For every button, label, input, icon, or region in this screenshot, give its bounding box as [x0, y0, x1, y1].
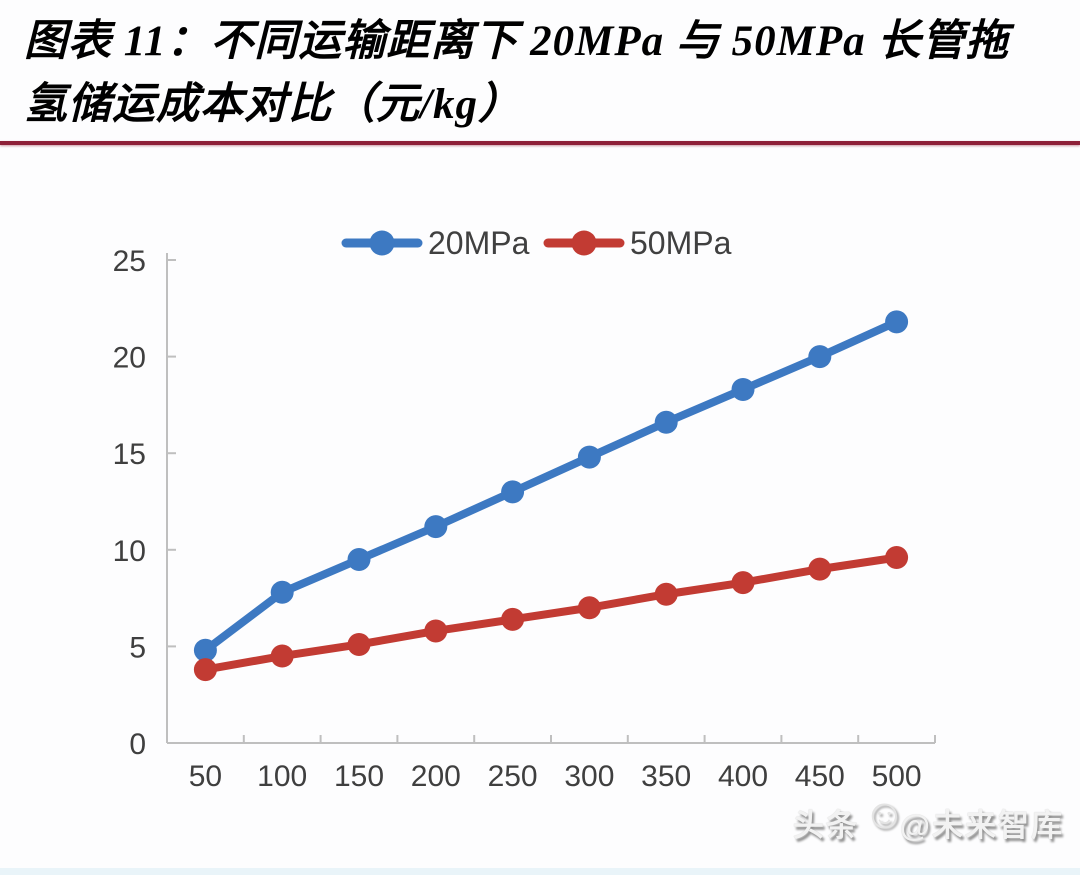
x-tick-label: 250 [488, 760, 538, 793]
watermark-prefix: 头条 [792, 808, 859, 843]
y-tick-label: 5 [129, 631, 146, 664]
y-tick-label: 15 [113, 438, 146, 471]
title-divider [0, 141, 1080, 145]
y-tick-label: 20 [113, 342, 146, 375]
x-tick-label: 500 [872, 760, 922, 793]
x-tick-label: 450 [795, 760, 845, 793]
data-point-50MPa-300 [577, 596, 601, 620]
chart-area: 0 5 10 15 20 25 50 100 150 200 250 300 350 400 450 500 2… [0, 145, 1080, 868]
bottom-strip [0, 868, 1080, 875]
figure-title-line1: 图表 11：不同运输距离下 20MPa 与 50MPa 长管拖 [24, 18, 1010, 65]
data-point-20MPa-250 [501, 480, 525, 504]
data-point-50MPa-200 [424, 619, 448, 643]
y-tick-label: 25 [113, 245, 146, 278]
x-tick-label: 350 [641, 760, 691, 793]
data-point-20MPa-500 [885, 310, 909, 334]
data-point-50MPa-50 [193, 658, 217, 682]
legend-marker-50MPa [571, 230, 597, 256]
legend-marker-20MPa [369, 230, 395, 256]
data-point-50MPa-250 [501, 607, 525, 631]
figure-header: 图表 11：不同运输距离下 20MPa 与 50MPa 长管拖 氢储运成本对比（… [0, 0, 1080, 141]
data-point-20MPa-200 [424, 515, 448, 539]
data-point-20MPa-400 [731, 377, 755, 401]
data-point-20MPa-100 [270, 580, 294, 604]
data-point-50MPa-500 [885, 546, 909, 570]
y-tick-label: 0 [129, 728, 146, 761]
line-chart: 0 5 10 15 20 25 50 100 150 200 250 300 350 400 450 500 2… [113, 225, 936, 793]
x-tick-label: 50 [189, 760, 222, 793]
figure-title: 图表 11：不同运输距离下 20MPa 与 50MPa 长管拖 氢储运成本对比（… [24, 10, 1060, 136]
watermark-suffix: @未来智库 [899, 808, 1064, 843]
x-tick-label: 100 [257, 760, 307, 793]
legend-label-50MPa: 50MPa [630, 225, 732, 261]
legend-label-20MPa: 20MPa [428, 225, 530, 261]
data-point-50MPa-100 [270, 644, 294, 668]
x-tick-label: 400 [718, 760, 768, 793]
data-point-50MPa-150 [347, 632, 371, 656]
data-point-20MPa-350 [654, 410, 678, 434]
data-point-20MPa-300 [577, 445, 601, 469]
y-tick-label: 10 [113, 535, 146, 568]
smiley-logo-icon: ☺ [862, 790, 908, 837]
series-line-20MPa [201, 317, 901, 655]
data-point-50MPa-450 [808, 557, 832, 581]
x-tick-label: 300 [564, 760, 614, 793]
x-tick-label: 200 [411, 760, 461, 793]
x-tick-label: 150 [334, 760, 384, 793]
series-line-50MPa [201, 553, 901, 674]
data-point-50MPa-350 [654, 582, 678, 606]
data-point-20MPa-150 [347, 547, 371, 571]
data-point-20MPa-50 [193, 638, 217, 662]
figure-title-line2: 氢储运成本对比（元/kg） [24, 81, 522, 128]
data-point-20MPa-450 [808, 345, 832, 369]
watermark: 头条☺@未来智库 [792, 790, 1064, 846]
data-point-50MPa-400 [731, 571, 755, 595]
